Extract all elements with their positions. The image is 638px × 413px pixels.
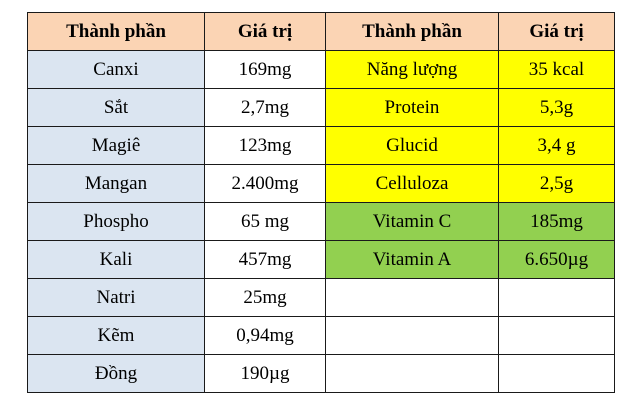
header-left-value: Giá trị	[204, 12, 326, 51]
right-component-cell: Celluloza	[325, 164, 499, 203]
right-empty-cell	[325, 354, 499, 393]
right-empty-cell	[325, 278, 499, 317]
table-row: Magiê 123mg Glucid 3,4 g	[27, 126, 615, 165]
left-component-cell: Sắt	[27, 88, 205, 127]
left-value-cell: 2.400mg	[204, 164, 326, 203]
left-value-cell: 25mg	[204, 278, 326, 317]
left-value-cell: 190µg	[204, 354, 326, 393]
right-component-cell: Glucid	[325, 126, 499, 165]
right-empty-cell	[325, 316, 499, 355]
right-value-cell: 2,5g	[498, 164, 615, 203]
left-value-cell: 457mg	[204, 240, 326, 279]
left-component-cell: Kali	[27, 240, 205, 279]
header-right-component: Thành phần	[325, 12, 499, 51]
table-row: Kali 457mg Vitamin A 6.650µg	[27, 240, 615, 279]
left-value-cell: 0,94mg	[204, 316, 326, 355]
table-row: Đồng 190µg	[27, 354, 615, 393]
left-component-cell: Canxi	[27, 50, 205, 89]
right-value-cell: 6.650µg	[498, 240, 615, 279]
right-empty-cell	[498, 316, 615, 355]
left-component-cell: Natri	[27, 278, 205, 317]
table-row: Phospho 65 mg Vitamin C 185mg	[27, 202, 615, 241]
right-value-cell: 5,3g	[498, 88, 615, 127]
header-right-value: Giá trị	[498, 12, 615, 51]
right-component-cell: Vitamin C	[325, 202, 499, 241]
table-row: Kẽm 0,94mg	[27, 316, 615, 355]
left-component-cell: Phospho	[27, 202, 205, 241]
right-value-cell: 185mg	[498, 202, 615, 241]
header-left-component: Thành phần	[27, 12, 205, 51]
right-component-cell: Protein	[325, 88, 499, 127]
right-empty-cell	[498, 354, 615, 393]
left-component-cell: Kẽm	[27, 316, 205, 355]
left-value-cell: 65 mg	[204, 202, 326, 241]
right-component-cell: Vitamin A	[325, 240, 499, 279]
right-value-cell: 35 kcal	[498, 50, 615, 89]
right-component-cell: Năng lượng	[325, 50, 499, 89]
left-value-cell: 123mg	[204, 126, 326, 165]
left-component-cell: Magiê	[27, 126, 205, 165]
table-row: Canxi 169mg Năng lượng 35 kcal	[27, 50, 615, 89]
nutrition-table: Thành phần Giá trị Thành phần Giá trị Ca…	[27, 12, 615, 393]
table-header-row: Thành phần Giá trị Thành phần Giá trị	[27, 12, 615, 51]
left-component-cell: Đồng	[27, 354, 205, 393]
table-row: Sắt 2,7mg Protein 5,3g	[27, 88, 615, 127]
table-row: Mangan 2.400mg Celluloza 2,5g	[27, 164, 615, 203]
left-value-cell: 169mg	[204, 50, 326, 89]
right-value-cell: 3,4 g	[498, 126, 615, 165]
left-value-cell: 2,7mg	[204, 88, 326, 127]
right-empty-cell	[498, 278, 615, 317]
left-component-cell: Mangan	[27, 164, 205, 203]
table-row: Natri 25mg	[27, 278, 615, 317]
